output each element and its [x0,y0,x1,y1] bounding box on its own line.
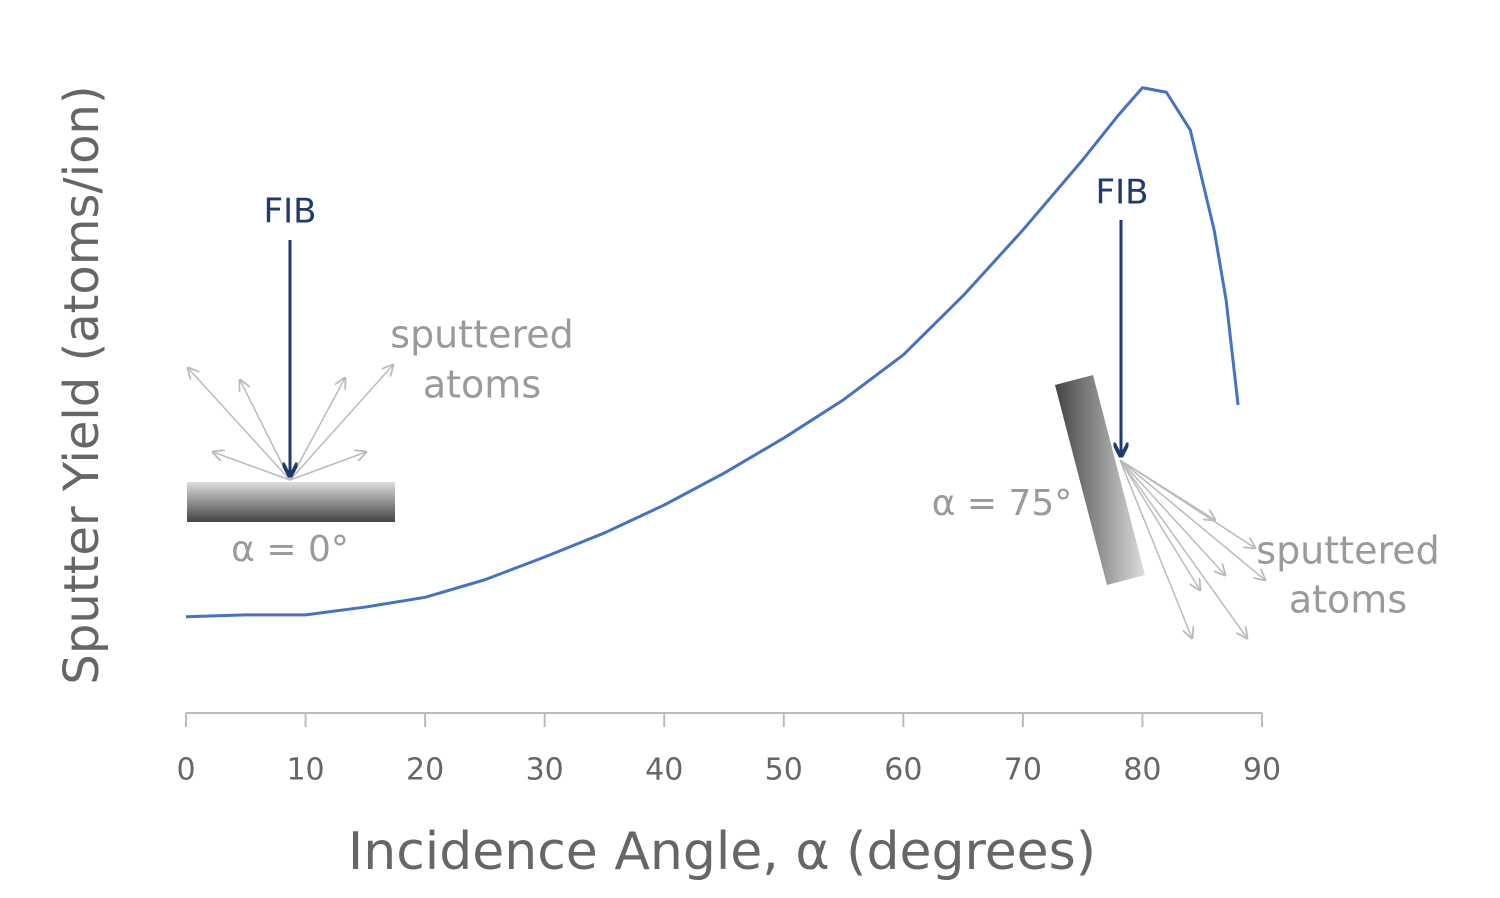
x-tick-label: 50 [765,753,803,788]
x-tick-label: 90 [1243,753,1281,788]
x-tick-label: 30 [526,753,564,788]
annotation: α = 75° [932,483,1073,524]
x-axis-label: Incidence Angle, α (degrees) [348,822,1096,882]
annotation: atoms [1289,578,1407,622]
sputter-arrows [188,365,393,481]
x-tick-label: 70 [1004,753,1042,788]
substrate [187,482,395,522]
annotation: FIB [1096,173,1149,213]
left-diagram: FIB sputtered atoms α = 0° [187,192,574,570]
y-axis-label: Sputter Yield (atoms/ion) [54,85,110,684]
annotation: atoms [423,363,541,407]
x-tick-label: 10 [286,753,324,788]
annotation: sputtered [390,313,573,357]
x-tick-label: 40 [645,753,683,788]
annotation: FIB [264,192,317,232]
annotation: sputtered [1256,529,1439,573]
x-tick-label: 60 [884,753,922,788]
x-tick-label: 0 [176,753,195,788]
annotation: α = 0° [231,529,349,570]
data-line [185,86,1240,619]
right-diagram: FIB α = 75° sputtered atoms [932,173,1440,639]
x-tick-label: 80 [1123,753,1161,788]
sputter-arrows [1119,459,1265,638]
x-tick-label: 20 [406,753,444,788]
tilted-substrate [1055,375,1145,585]
